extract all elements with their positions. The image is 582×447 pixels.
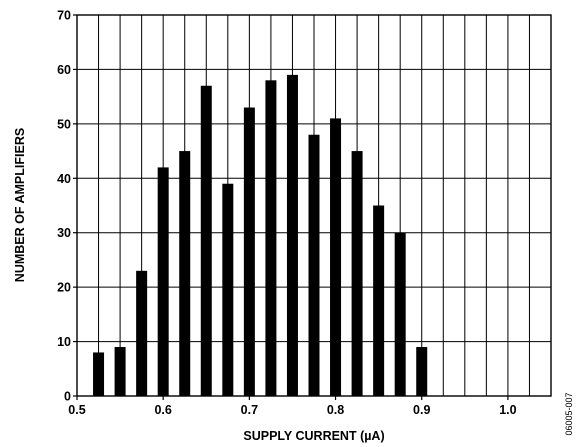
y-axis-title: NUMBER OF AMPLIFIERS — [13, 128, 27, 282]
x-tick-label: 0.6 — [154, 403, 171, 417]
bars-layer — [93, 74, 428, 397]
y-tick-label: 70 — [57, 9, 71, 23]
histogram-bar — [416, 347, 428, 396]
y-tick-label: 10 — [57, 335, 71, 349]
y-tick-label: 20 — [57, 281, 71, 295]
histogram-bar — [308, 134, 320, 396]
y-tick-label: 0 — [64, 390, 71, 404]
x-tick-label: 0.7 — [241, 403, 258, 417]
histogram-bar — [265, 80, 277, 397]
histogram-bar — [222, 183, 234, 396]
histogram-bar — [157, 167, 169, 396]
histogram-bar — [373, 205, 385, 396]
histogram-bar — [286, 74, 298, 396]
histogram-bar — [136, 270, 148, 396]
y-tick-label: 60 — [57, 63, 71, 77]
figure-code: 06005-007 — [564, 392, 574, 435]
x-axis-title: SUPPLY CURRENT (µA) — [243, 429, 384, 443]
x-tick-label: 1.0 — [499, 403, 516, 417]
y-tick-label: 50 — [57, 117, 71, 131]
plot-frame — [76, 14, 552, 397]
x-tick-label: 0.5 — [68, 403, 85, 417]
histogram-bar — [330, 118, 342, 397]
histogram-bar — [351, 151, 363, 396]
histogram-bar — [243, 107, 255, 397]
x-tick-label: 0.9 — [413, 403, 430, 417]
x-tick-label: 0.8 — [327, 403, 344, 417]
histogram-bar — [200, 85, 212, 396]
y-tick-label: 40 — [57, 172, 71, 186]
histogram-bar — [394, 232, 406, 396]
ticks-layer — [73, 14, 509, 400]
histogram-bar — [114, 347, 126, 396]
histogram-bar — [179, 151, 191, 396]
histogram-bar — [93, 352, 105, 396]
tick-labels: 0 10 20 30 40 50 60 70 0.5 0.6 0.7 0.8 0.9 1.0 — [57, 9, 517, 418]
y-tick-label: 30 — [57, 226, 71, 240]
